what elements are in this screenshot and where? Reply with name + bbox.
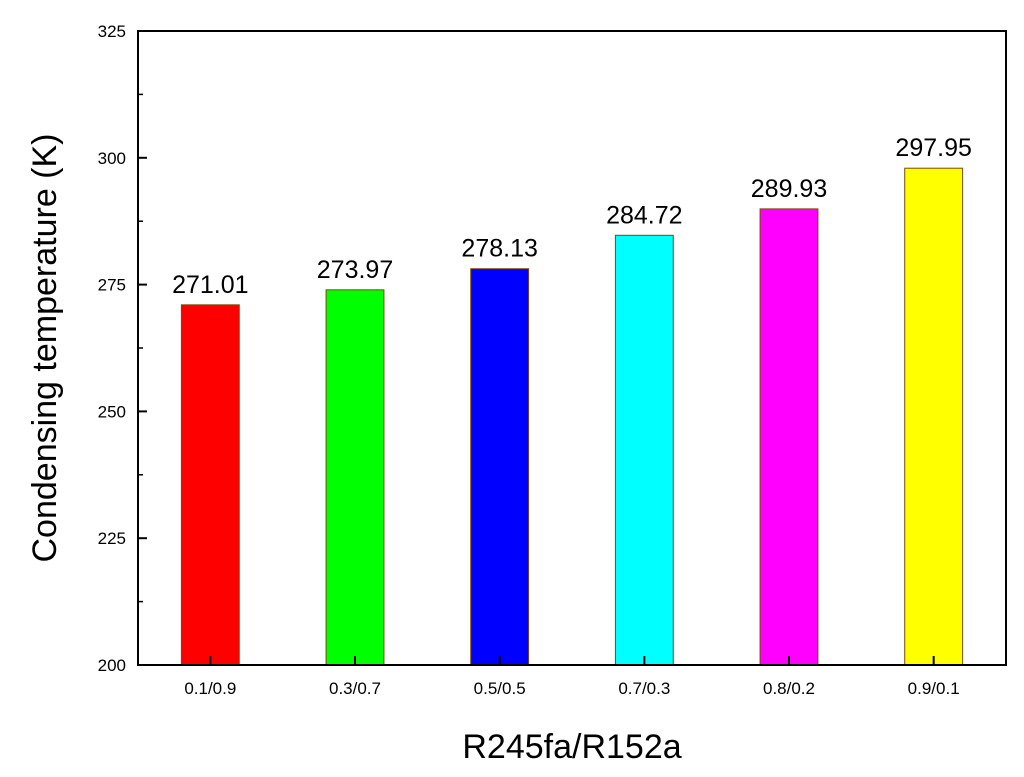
y-axis: 200 225 250 275 300 325 — [98, 22, 147, 675]
plot-area-frame — [137, 30, 1007, 666]
y-tick-label: 250 — [98, 402, 126, 421]
y-tick-label: 225 — [98, 529, 126, 548]
bar-value-label: 278.13 — [461, 235, 537, 263]
bar-value-label: 284.72 — [606, 201, 682, 229]
x-axis: 0.1/0.9 0.3/0.7 0.5/0.5 0.7/0.3 0.8/0.2 0.9/0… — [184, 656, 960, 698]
bar-0.9-0.1 — [904, 167, 964, 666]
bar-0.8-0.2 — [759, 208, 819, 666]
bar-0.3-0.7 — [325, 289, 385, 666]
bar-value-label: 289.93 — [751, 175, 827, 203]
x-tick-label: 0.7/0.3 — [618, 679, 670, 698]
bar-0.1-0.9 — [180, 304, 240, 666]
x-tick-label: 0.5/0.5 — [474, 679, 526, 698]
bar-value-label: 297.95 — [895, 134, 971, 162]
y-tick-label: 275 — [98, 276, 126, 295]
bar-0.5-0.5 — [470, 268, 530, 666]
y-axis-title: Condensing temperature (K) — [26, 133, 64, 562]
y-tick-label: 300 — [98, 149, 126, 168]
bar-0.7-0.3 — [614, 234, 674, 666]
bar-value-label: 271.01 — [172, 271, 248, 299]
x-tick-label: 0.1/0.9 — [184, 679, 236, 698]
y-tick-label: 325 — [98, 22, 126, 41]
bars-layer — [180, 167, 964, 666]
y-tick-label: 200 — [98, 656, 126, 675]
x-axis-title: R245fa/R152a — [462, 728, 681, 766]
x-tick-label: 0.9/0.1 — [908, 679, 960, 698]
data-labels: 271.01 273.97 278.13 284.72 289.93 297.95 — [172, 134, 972, 299]
x-tick-label: 0.3/0.7 — [329, 679, 381, 698]
bar-value-label: 273.97 — [317, 256, 393, 284]
x-tick-label: 0.8/0.2 — [763, 679, 815, 698]
